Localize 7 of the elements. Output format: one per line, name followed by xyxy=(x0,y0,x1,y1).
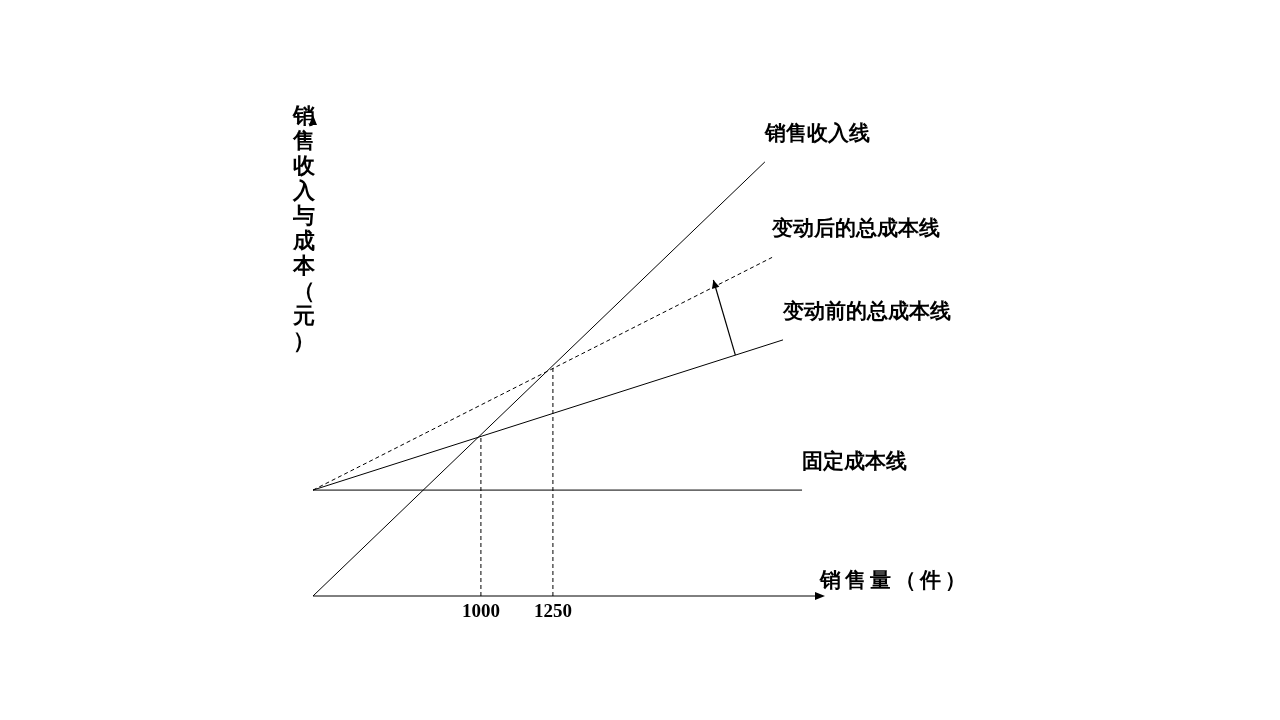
series-label: 销售收入线 xyxy=(763,120,870,145)
series-label: 变动前的总成本线 xyxy=(782,298,952,323)
x-tick-label: 1000 xyxy=(461,600,500,622)
series-label: 固定成本线 xyxy=(802,449,908,474)
series-label: 变动后的总成本线 xyxy=(771,216,941,241)
x-tick-label: 1250 xyxy=(533,600,572,622)
x-axis-title: 销售量（件） xyxy=(820,567,970,594)
